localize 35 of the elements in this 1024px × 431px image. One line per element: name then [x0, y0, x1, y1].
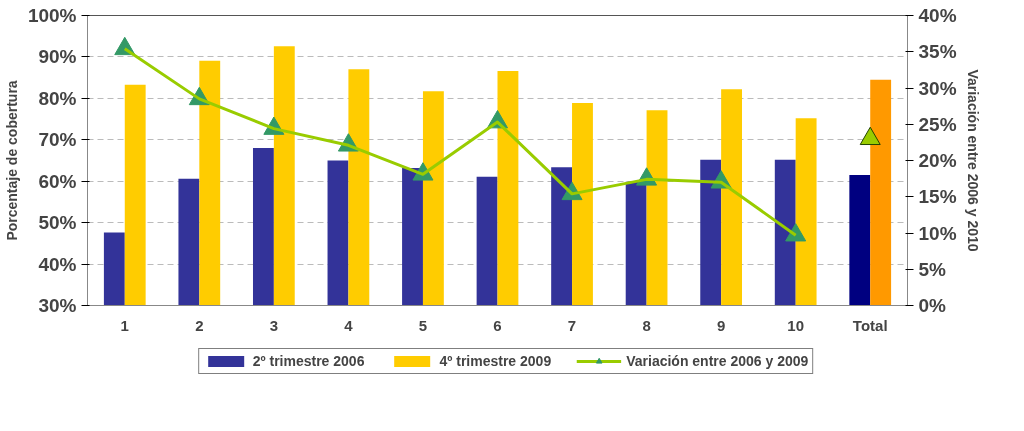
legend-label: 2º trimestre 2006 — [252, 353, 365, 369]
point — [785, 223, 807, 242]
y-tick-label: 80% — [38, 87, 77, 109]
y2-tick-label: 30% — [918, 77, 957, 99]
legend-label: 4º trimestre 2009 — [439, 353, 552, 369]
x-tick-label: 8 — [642, 316, 651, 334]
x-tick-label: 10 — [787, 316, 805, 334]
y-axis-title: Porcentaje de cobertura — [3, 80, 20, 241]
y2-tick-label: 35% — [918, 41, 957, 63]
y-tick-label: 90% — [38, 46, 77, 68]
y-tick-label: 100% — [27, 5, 77, 26]
y-tick-label: 40% — [38, 253, 77, 275]
x-tick-label: 4 — [344, 316, 354, 334]
x-tick-label: 9 — [716, 316, 726, 334]
y-tick-label: 30% — [38, 295, 77, 316]
y2-tick-label: 25% — [918, 113, 957, 135]
point — [859, 126, 881, 146]
y2-tick-label: 5% — [918, 258, 947, 280]
y2-tick-label: 15% — [918, 186, 957, 208]
y-tick-label: 60% — [38, 170, 77, 192]
y2-tick-label: 10% — [918, 222, 957, 244]
y2-tick-label: 0% — [918, 295, 947, 316]
y-tick-label: 50% — [38, 212, 77, 234]
x-tick-label: Total — [852, 316, 888, 334]
y2-tick-label: 20% — [918, 150, 957, 171]
x-tick-label: 7 — [567, 316, 577, 334]
x-tick-label: 2 — [195, 316, 204, 334]
x-tick-label: 5 — [418, 316, 428, 334]
x-tick-label: 3 — [269, 316, 279, 334]
legend-label: Variación entre 2006 y 2009 — [626, 353, 809, 369]
x-tick-label: 1 — [120, 316, 129, 334]
x-tick-label: 6 — [493, 316, 502, 334]
y2-axis-title: Variación entre 2006 y 2010 — [964, 69, 981, 252]
y-tick-label: 70% — [38, 129, 77, 151]
y2-tick-label: 40% — [918, 5, 957, 26]
